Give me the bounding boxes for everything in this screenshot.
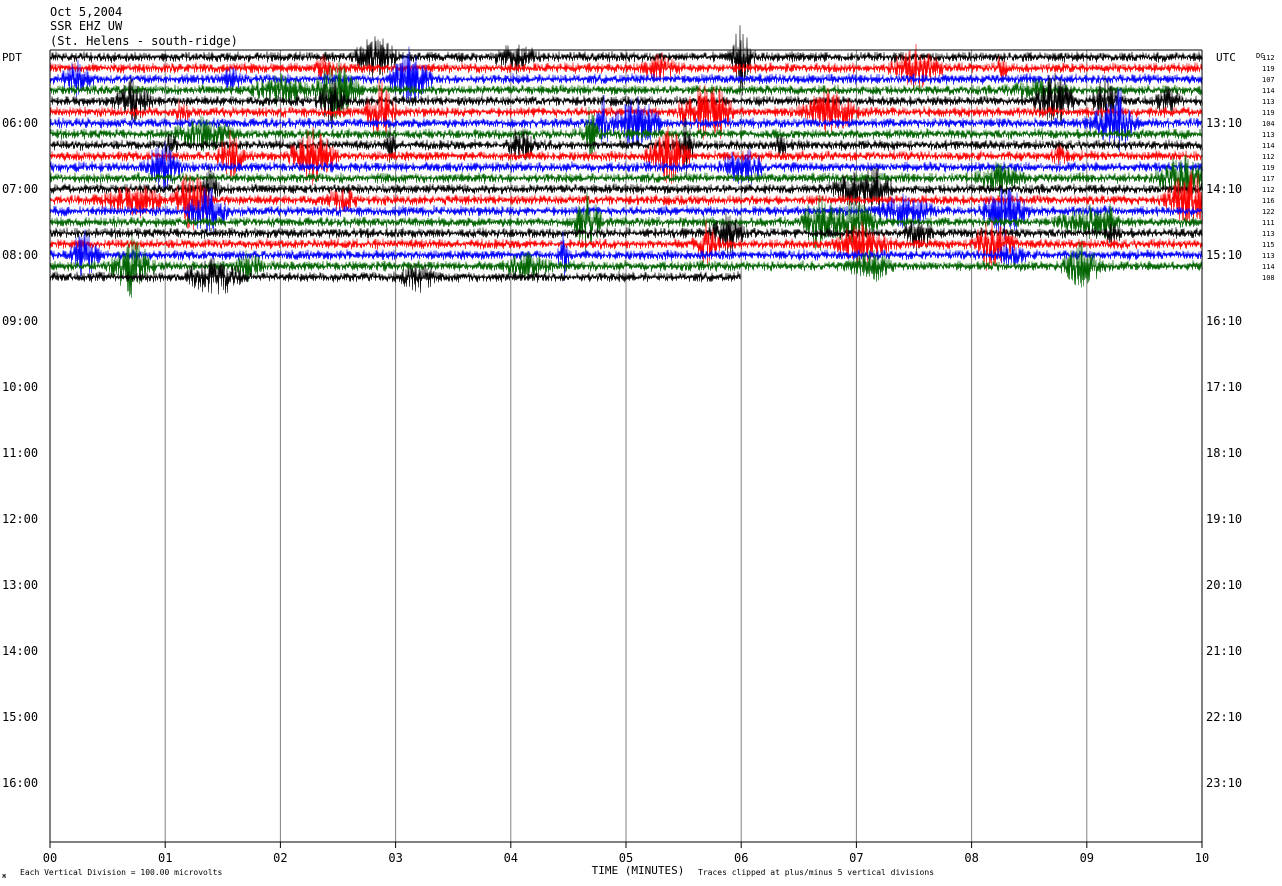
- left-hour-label: 06:00: [2, 116, 38, 130]
- left-hour-label: 14:00: [2, 644, 38, 658]
- seismic-trace: [49, 125, 1203, 186]
- x-tick-label: 03: [388, 851, 402, 865]
- dc-offset-value: 113: [1262, 252, 1275, 260]
- clip-note: Traces clipped at plus/minus 5 vertical …: [698, 868, 934, 877]
- right-hour-labels: 13:10 14:10 15:10 16:10 17:10 18:10 19:10 20:10…: [1206, 116, 1242, 790]
- left-hour-label: 15:00: [2, 710, 38, 724]
- left-hour-label: 11:00: [2, 446, 38, 460]
- dc-offset-value: 116: [1262, 197, 1275, 205]
- left-hour-label: 10:00: [2, 380, 38, 394]
- dc-offset-value: 117: [1262, 175, 1275, 183]
- header-date: Oct 5,2004: [50, 5, 122, 19]
- dc-offset-value: 112: [1262, 186, 1275, 194]
- dc-offset-value: 112: [1262, 153, 1275, 161]
- header-location: (St. Helens - south-ridge): [50, 34, 238, 48]
- seismic-trace: [49, 165, 1203, 211]
- seismic-trace: [49, 154, 1203, 199]
- x-tick-label: 04: [504, 851, 518, 865]
- dc-offset-value: 114: [1262, 87, 1275, 95]
- seismic-trace: [49, 25, 1203, 96]
- corner-mark: ж: [2, 872, 7, 880]
- dc-offset-column: 112 119 107 114 113 119 104 113 114 112 119 117 112 1…: [1262, 54, 1275, 282]
- left-hour-label: 09:00: [2, 314, 38, 328]
- seismic-trace: [49, 257, 741, 295]
- right-hour-label: 20:10: [1206, 578, 1242, 592]
- seismic-trace: [49, 46, 1203, 103]
- x-tick-label: 00: [43, 851, 57, 865]
- dc-offset-value: 111: [1262, 219, 1275, 227]
- dc-offset-value: 113: [1262, 131, 1275, 139]
- dc-offset-value: 107: [1262, 76, 1275, 84]
- seismic-trace: [49, 141, 1203, 191]
- right-hour-label: 23:10: [1206, 776, 1242, 790]
- x-tick-label: 06: [734, 851, 748, 865]
- x-tick-label: 09: [1080, 851, 1094, 865]
- right-hour-label: 16:10: [1206, 314, 1242, 328]
- x-tick-label: 10: [1195, 851, 1209, 865]
- x-ticks: 00 01 02 03 04 05 06 07 08 09 10: [43, 842, 1209, 865]
- dc-offset-value: 114: [1262, 142, 1275, 150]
- right-hour-label: 17:10: [1206, 380, 1242, 394]
- right-hour-label: 14:10: [1206, 182, 1242, 196]
- left-hour-label: 08:00: [2, 248, 38, 262]
- dc-offset-value: 122: [1262, 208, 1275, 216]
- trace-group: [49, 25, 1203, 298]
- x-tick-label: 08: [964, 851, 978, 865]
- x-tick-label: 01: [158, 851, 172, 865]
- seismic-trace: [49, 219, 1203, 271]
- seismic-trace: [49, 72, 1203, 128]
- right-hour-label: 19:10: [1206, 512, 1242, 526]
- left-hour-label: 12:00: [2, 512, 38, 526]
- seismic-trace: [49, 212, 1203, 254]
- left-hour-label: 13:00: [2, 578, 38, 592]
- left-timezone-label: PDT: [2, 51, 22, 64]
- dc-offset-value: 113: [1262, 98, 1275, 106]
- seismic-trace: [49, 43, 1203, 91]
- x-tick-label: 07: [849, 851, 863, 865]
- x-axis-label: TIME (MINUTES): [592, 864, 685, 877]
- header-station: SSR EHZ UW: [50, 19, 123, 33]
- dc-offset-value: 108: [1262, 274, 1275, 282]
- right-hour-label: 21:10: [1206, 644, 1242, 658]
- right-hour-label: 13:10: [1206, 116, 1242, 130]
- dc-offset-value: 119: [1262, 164, 1275, 172]
- dc-column-label: DC: [1256, 52, 1264, 60]
- x-tick-label: 02: [273, 851, 287, 865]
- left-hour-label: 16:00: [2, 776, 38, 790]
- seismic-trace: [49, 187, 1203, 241]
- right-hour-label: 15:10: [1206, 248, 1242, 262]
- seismic-trace: [49, 106, 1203, 155]
- seismic-trace: [49, 87, 1203, 153]
- right-hour-label: 18:10: [1206, 446, 1242, 460]
- right-hour-label: 22:10: [1206, 710, 1242, 724]
- dc-offset-value: 113: [1262, 230, 1275, 238]
- left-hour-label: 07:00: [2, 182, 38, 196]
- left-hour-labels: 06:00 07:00 08:00 09:00 10:00 11:00 12:00 13:00…: [2, 116, 38, 790]
- dc-offset-value: 115: [1262, 241, 1275, 249]
- x-tick-label: 05: [619, 851, 633, 865]
- dc-offset-value: 119: [1262, 65, 1275, 73]
- dc-offset-value: 112: [1262, 54, 1275, 62]
- right-timezone-label: UTC: [1216, 51, 1236, 64]
- seismic-trace: [49, 117, 1203, 176]
- dc-offset-value: 114: [1262, 263, 1275, 271]
- scale-note: Each Vertical Division = 100.00 microvol…: [20, 868, 222, 877]
- seismic-trace: [49, 191, 1203, 254]
- dc-offset-value: 104: [1262, 120, 1275, 128]
- seismic-trace: [49, 234, 1203, 298]
- dc-offset-value: 119: [1262, 109, 1275, 117]
- seismic-trace: [49, 60, 1203, 119]
